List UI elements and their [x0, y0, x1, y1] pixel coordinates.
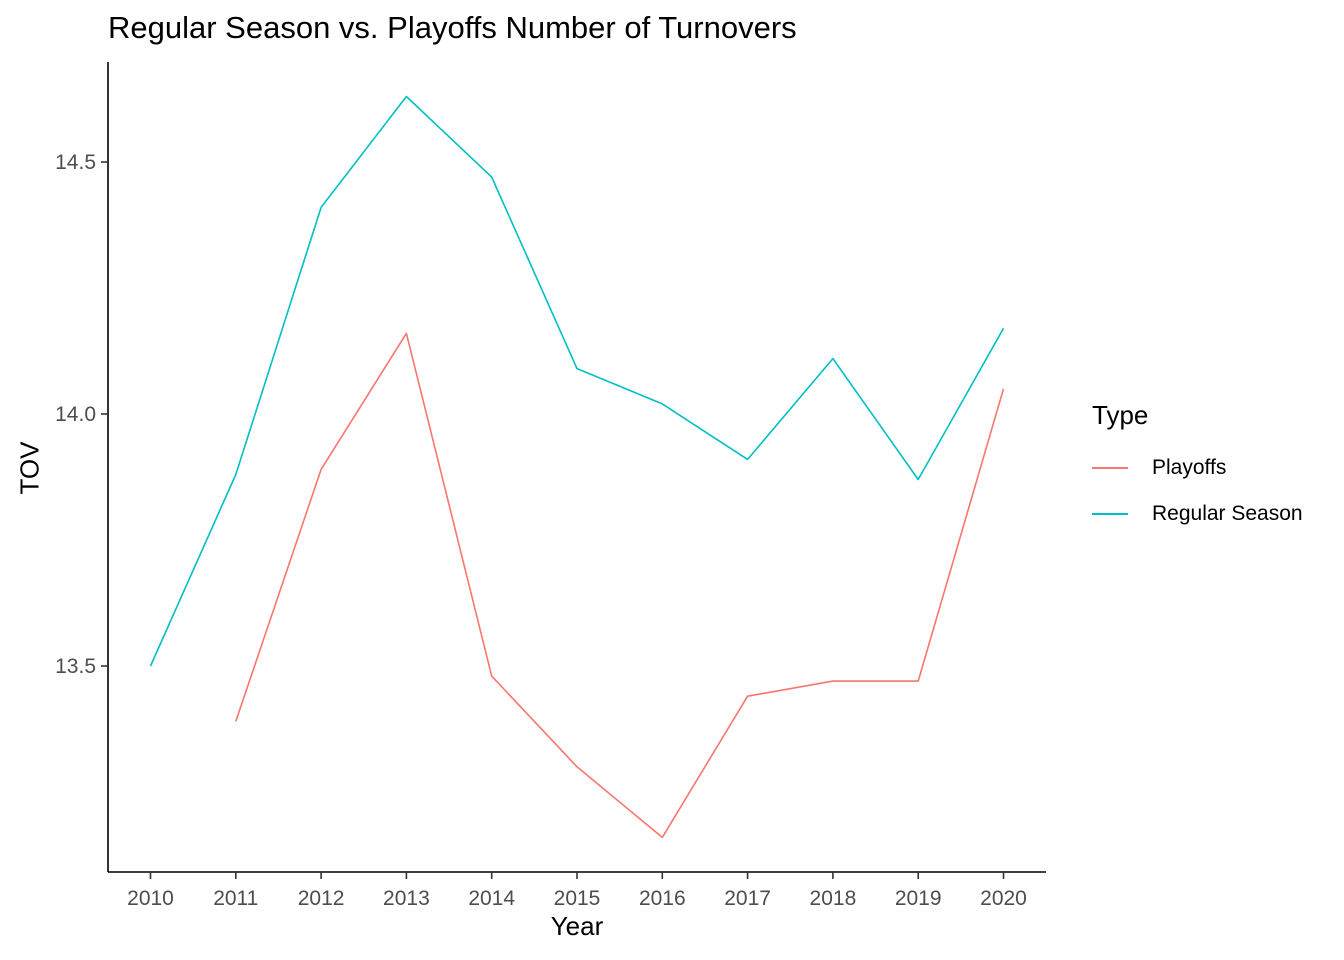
legend-title: Type	[1092, 400, 1149, 430]
x-tick-label: 2010	[127, 887, 174, 910]
legend-key-regular-season	[1092, 513, 1128, 515]
x-tick-label: 2015	[554, 887, 601, 910]
x-tick-label: 2020	[980, 887, 1027, 910]
x-tick-label: 2014	[468, 887, 515, 910]
x-tick-label: 2012	[298, 887, 345, 910]
x-tick-label: 2018	[810, 887, 857, 910]
series-line-playoffs	[235, 332, 1005, 839]
legend-item-regular-season: Regular Season	[1092, 502, 1303, 526]
legend-label-regular-season: Regular Season	[1152, 502, 1303, 525]
x-tick-label: 2011	[213, 887, 258, 910]
legend-key-playoffs	[1092, 467, 1128, 469]
series-line-regular-season	[149, 95, 1005, 667]
chart-title: Regular Season vs. Playoffs Number of Tu…	[108, 10, 797, 45]
x-tick-label: 2019	[895, 887, 942, 910]
y-tick-label: 13.5	[55, 655, 96, 678]
x-tick-label: 2013	[383, 887, 430, 910]
y-axis-title: TOV	[14, 441, 45, 495]
y-tick-label: 14.0	[55, 403, 96, 426]
y-tick-label: 14.5	[55, 151, 96, 174]
x-axis-title: Year	[550, 911, 604, 941]
legend-item-playoffs: Playoffs	[1092, 456, 1226, 480]
legend-label-playoffs: Playoffs	[1152, 456, 1227, 479]
series-lines	[149, 95, 1005, 839]
x-ticks: 2010 2011 2012 2013 2014 2015 2016 2017 2018 2019…	[127, 872, 1027, 910]
y-ticks: 13.5 14.0 14.5	[55, 151, 108, 678]
axes	[107, 62, 1046, 873]
x-tick-label: 2017	[724, 887, 771, 910]
x-tick-label: 2016	[639, 887, 686, 910]
